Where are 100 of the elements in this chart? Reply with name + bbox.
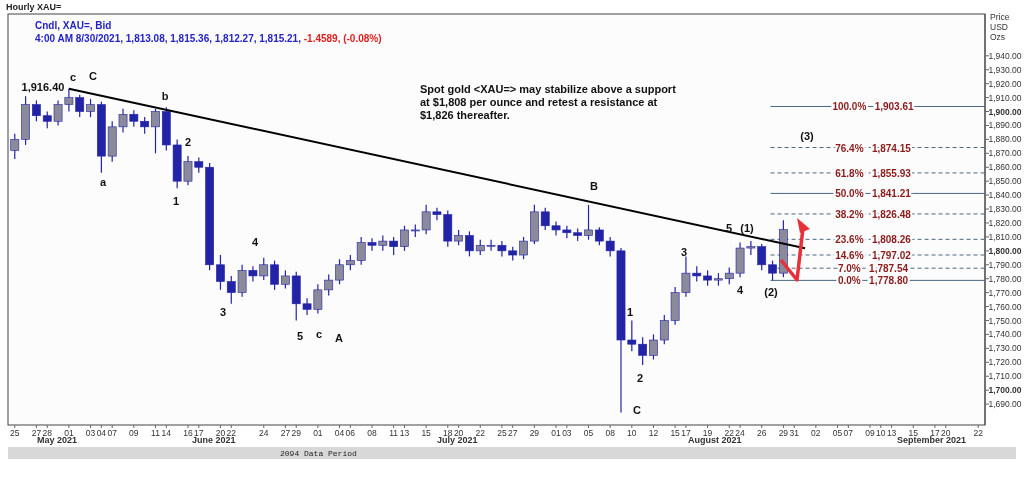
candlestick (270, 260, 279, 291)
candlestick (335, 258, 344, 285)
x-tick-label: 22 (973, 428, 984, 438)
y-tick-label: 1,710.00 (988, 371, 1022, 382)
y-tick-label: 1,730.00 (988, 343, 1022, 354)
annotation: b (161, 90, 169, 102)
y-tick-label: 1,770.00 (988, 287, 1022, 298)
ref-line-label: 61.8% 1,855.93 (835, 167, 912, 179)
y-tick-label: 1,690.00 (988, 399, 1022, 410)
ref-line-label: 7.0% 1,787.54 (837, 263, 909, 275)
ref-line-label: 23.6% 1,808.26 (835, 234, 912, 246)
x-tick-label: 19 (702, 428, 713, 438)
annotation: 1 (626, 306, 634, 318)
x-tick-label: 01 (551, 428, 562, 438)
x-tick-label: 03 (562, 428, 572, 438)
x-tick-label: 17 (681, 428, 691, 438)
x-tick-label: 11 (389, 428, 399, 438)
x-tick-label: 26 (756, 428, 767, 438)
candlestick (584, 204, 593, 241)
text: 2094 Data Period (280, 449, 358, 458)
y-tick-label: 1,860.00 (988, 162, 1022, 173)
y-tick-label: 1,920.00 (988, 78, 1022, 89)
y-tick-label: 1,780.00 (988, 273, 1022, 284)
y-tick-label: 1,830.00 (988, 204, 1022, 215)
x-tick-label: 10 (627, 428, 637, 438)
y-tick-label: 1,740.00 (988, 329, 1022, 340)
x-tick-label: 24 (735, 428, 746, 438)
text: July 2021 (437, 435, 478, 445)
candlestick (151, 108, 160, 154)
x-tick-label: 24 (259, 428, 269, 438)
x-tick-label: 15 (670, 428, 681, 438)
candlestick (281, 269, 290, 290)
x-tick-label: 02 (811, 428, 821, 438)
x-tick-label: 17 (194, 428, 204, 438)
annotation: (3) (800, 130, 815, 142)
x-tick-label: 09 (129, 428, 139, 438)
y-tick-label: 1,850.00 (988, 176, 1022, 187)
x-tick-label: 12 (648, 428, 659, 438)
x-tick-label: 11 (151, 428, 161, 438)
x-tick-label: 01 (313, 428, 323, 438)
candlestick (649, 333, 658, 361)
x-tick-label: 22 (475, 428, 486, 438)
annotation: 1 (172, 195, 180, 207)
x-tick-label: 14 (161, 428, 172, 438)
y-tick-label: 1,940.00 (988, 50, 1022, 61)
y-tick-label: 1,720.00 (988, 357, 1022, 368)
y-tick-label: 1,820.00 (988, 217, 1022, 228)
annotation: 3 (219, 306, 227, 318)
x-tick-label: 15 (908, 428, 919, 438)
x-tick-label: 29 (529, 428, 540, 438)
y-tick-label: 1,890.00 (988, 120, 1022, 131)
x-tick-label: 25 (10, 428, 20, 438)
x-tick-label: 31 (789, 428, 800, 438)
ref-line-label: 38.2% 1,826.48 (835, 208, 912, 220)
y-tick-label: 1,870.00 (988, 148, 1022, 159)
y-tick-label: 1,930.00 (988, 64, 1022, 75)
ref-line-label: 76.4% 1,874.15 (835, 142, 912, 154)
annotation: A (335, 332, 344, 344)
x-tick-label: 08 (367, 428, 377, 438)
x-tick-label: 13 (399, 428, 410, 438)
y-tick-label: 1,880.00 (988, 134, 1022, 145)
x-tick-label: 07 (843, 428, 854, 438)
y-tick-label: 1,700.00 (988, 385, 1022, 396)
annotation: -1.4589, (-0.08%) (303, 33, 382, 44)
annotation: a (99, 176, 107, 188)
annotation: 2 (636, 372, 644, 384)
x-tick-label: 29 (291, 428, 302, 438)
y-tick-label: 1,790.00 (988, 259, 1022, 270)
x-tick-label: 04 (334, 428, 345, 438)
y-tick-label: 1,800.00 (988, 245, 1022, 256)
y-tick-label: 1,750.00 (988, 315, 1022, 326)
x-tick-label: 04 (96, 428, 107, 438)
x-tick-label: 20 (941, 428, 951, 438)
annotation: (2) (764, 286, 779, 298)
x-tick-label: 27 (508, 428, 518, 438)
x-tick-label: 20 (453, 428, 464, 438)
candlestick (768, 260, 777, 281)
candlestick (465, 230, 474, 258)
x-tick-label: 03 (85, 428, 96, 438)
annotation: C (89, 70, 98, 82)
x-tick-label: 16 (183, 428, 193, 438)
x-tick-label: 22 (226, 428, 237, 438)
y-tick-label: 1,810.00 (988, 231, 1022, 242)
x-tick-label: 07 (107, 428, 118, 438)
x-tick-label: 13 (886, 428, 897, 438)
annotation: 2 (184, 136, 192, 148)
annotation: 4 (736, 284, 744, 296)
candlestick (32, 99, 41, 122)
candlestick (216, 254, 225, 291)
x-tick-label: 08 (605, 428, 616, 438)
annotation: Spot gold <XAU=> may stabilize above a support at $1,808 per ounce and retest a resistance at $1,826 thereafter. (420, 83, 677, 121)
x-tick-label: 05 (832, 428, 843, 438)
x-tick-label: 29 (778, 428, 789, 438)
candlestick (10, 133, 20, 160)
x-tick-label: 25 (497, 428, 507, 438)
chart-title: Hourly XAU= (6, 2, 62, 12)
y-axis-title: Price USD Ozs (990, 12, 1010, 42)
y-tick-label: 1,840.00 (988, 190, 1022, 201)
annotation: 5 (725, 222, 733, 234)
annotation: B (590, 180, 599, 192)
